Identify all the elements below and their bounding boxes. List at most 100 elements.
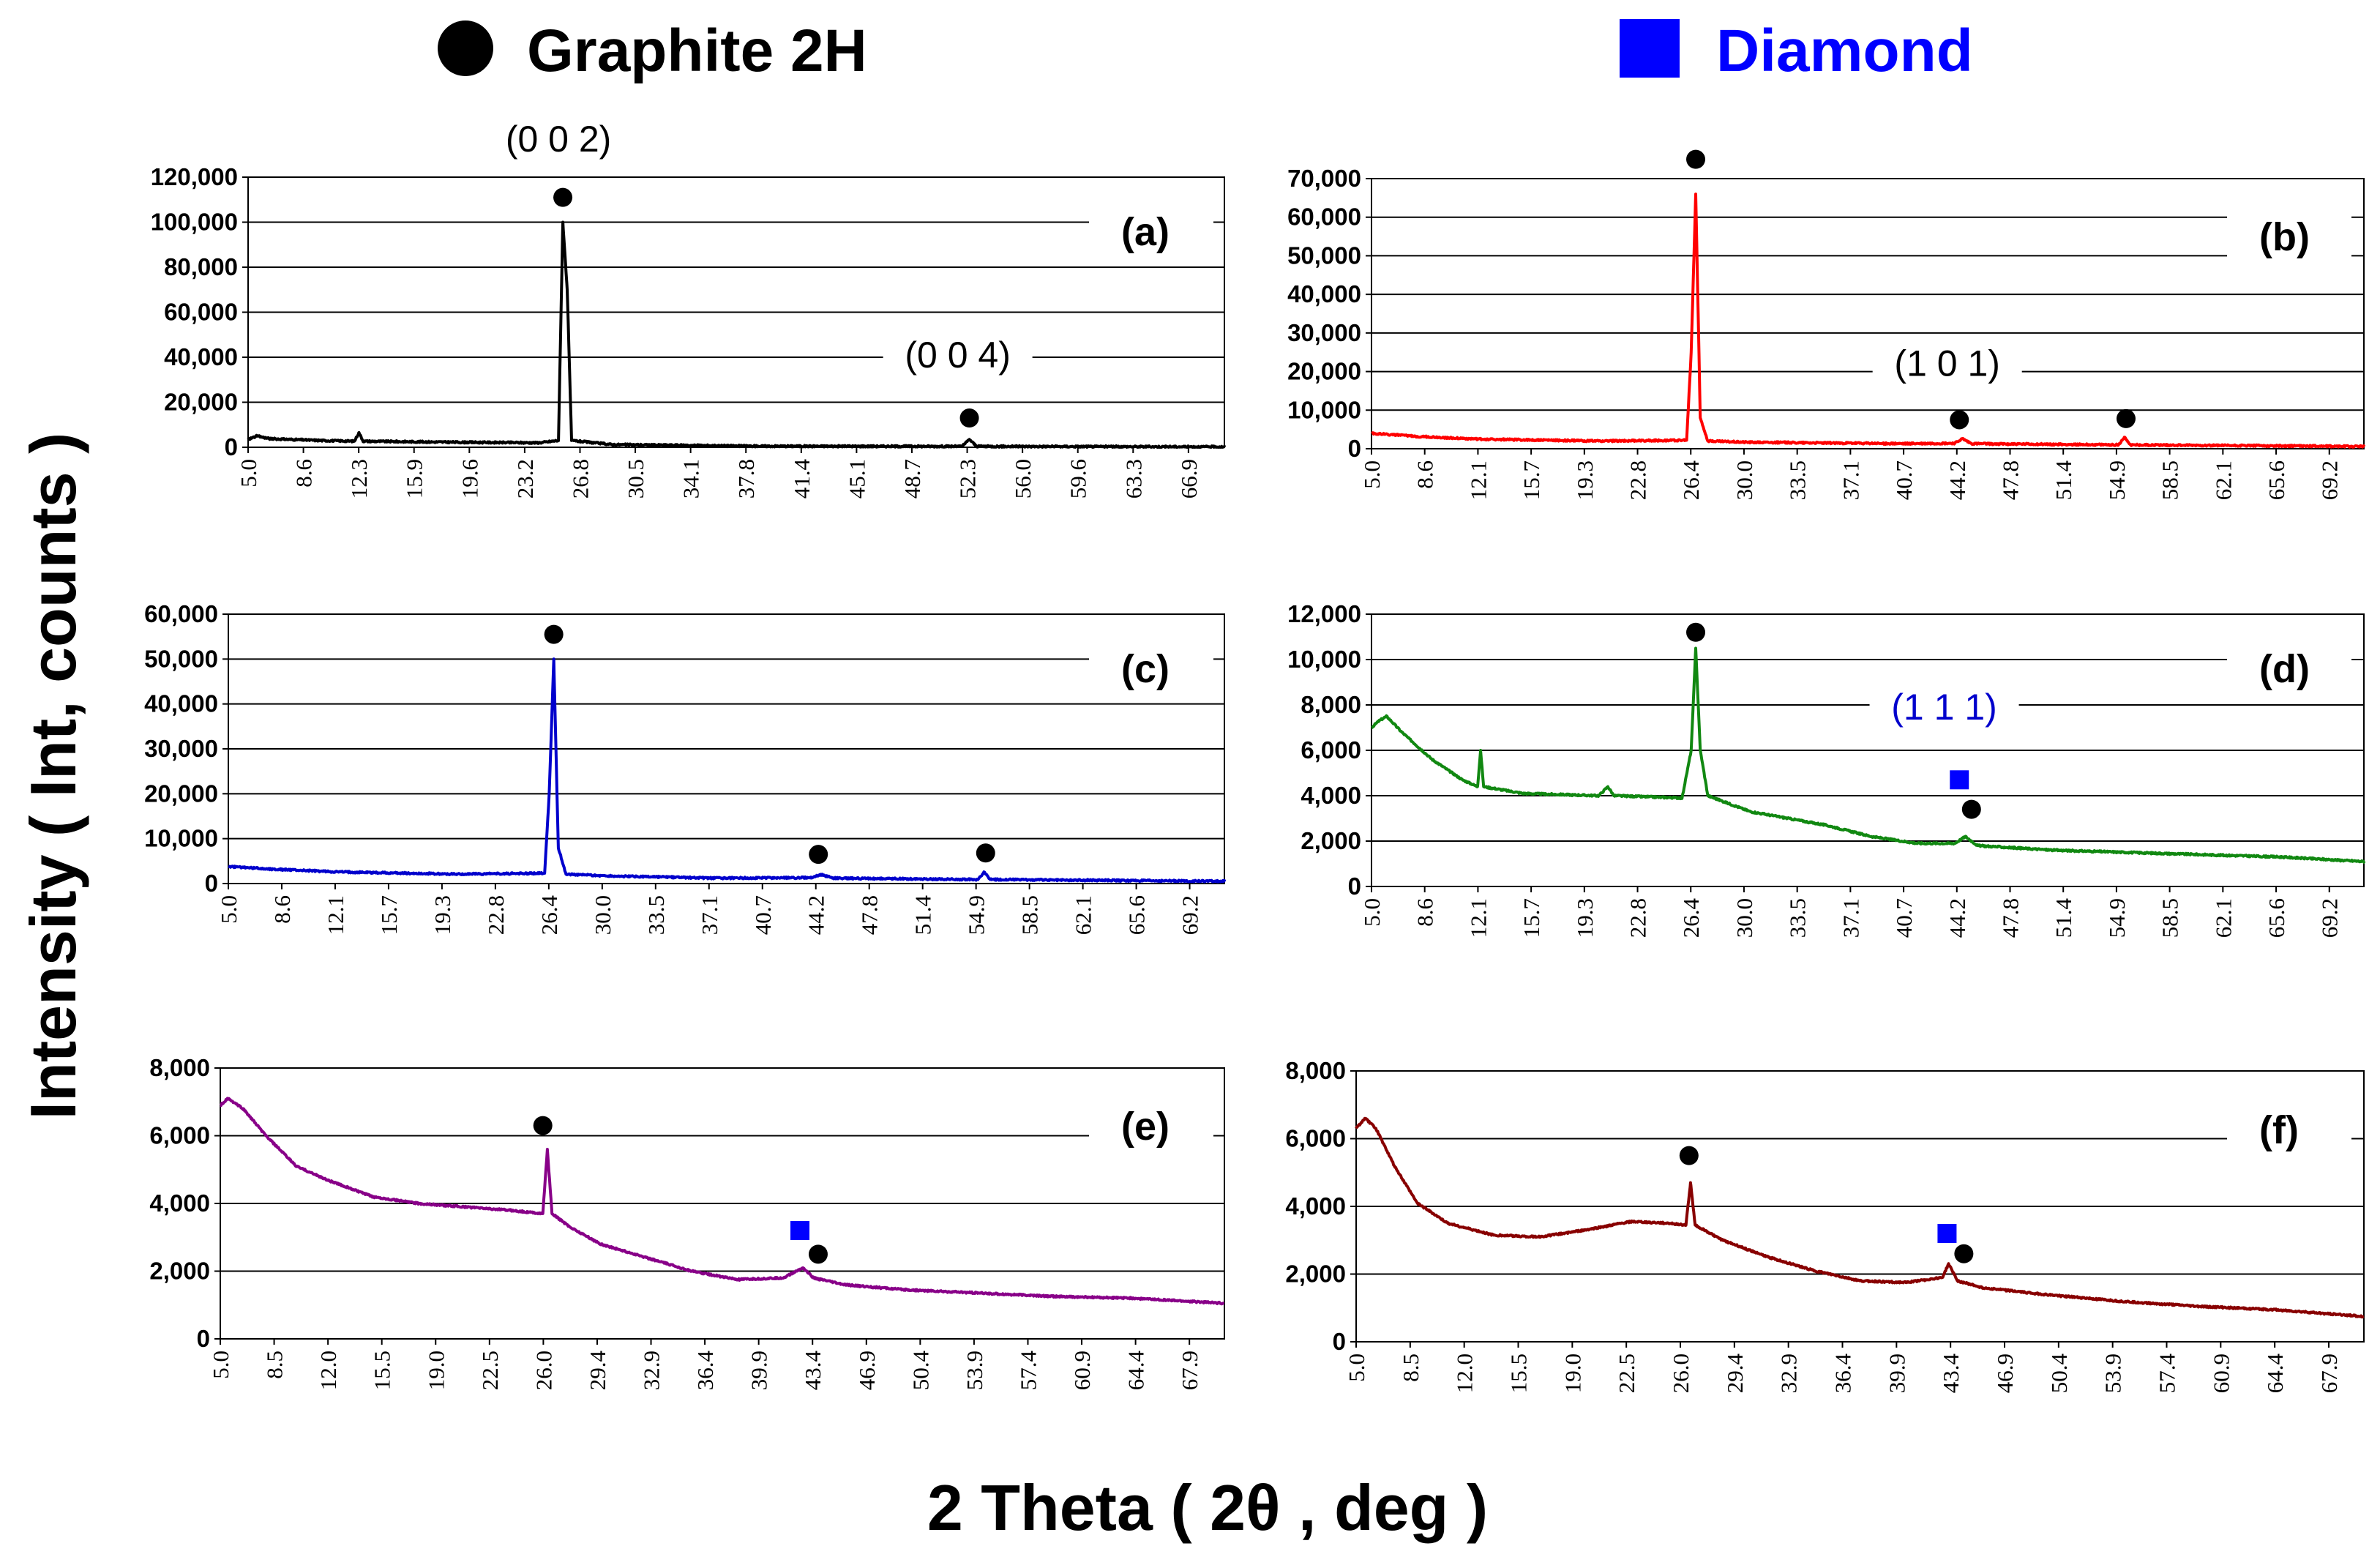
x-tick-label: 45.1	[844, 459, 869, 499]
peak-annotation: (0 0 2)	[506, 119, 612, 160]
x-tick-label: 8.5	[262, 1351, 288, 1379]
x-tick-label: 8.5	[1398, 1353, 1423, 1382]
y-tick-label: 120,000	[151, 163, 238, 190]
x-tick-label: 8.6	[291, 459, 317, 488]
x-tick-label: 19.3	[430, 895, 455, 935]
x-tick-label: 22.8	[1625, 898, 1651, 938]
x-tick-label: 52.3	[955, 459, 981, 499]
legend-graphite-marker	[438, 20, 493, 76]
y-tick-label: 60,000	[144, 600, 218, 627]
x-tick-label: 54.9	[964, 895, 989, 935]
x-tick-label: 54.9	[2104, 460, 2130, 500]
x-tick-label: 8.6	[1412, 898, 1438, 927]
graphite-peak-marker	[1686, 622, 1706, 642]
x-tick-label: 50.4	[2046, 1353, 2072, 1394]
y-tick-label: 20,000	[1287, 358, 1361, 385]
x-tick-label: 30.0	[590, 895, 615, 935]
x-tick-label: 59.6	[1066, 459, 1091, 499]
x-tick-label: 12.1	[1465, 460, 1491, 500]
panel-label-backing	[2227, 1108, 2351, 1157]
diamond-peak-marker	[790, 1221, 810, 1240]
panel-label-backing	[2227, 647, 2351, 695]
x-tick-label: 5.0	[236, 459, 261, 488]
legend-diamond-label: Diamond	[1716, 18, 1973, 84]
diamond-peak-marker	[1950, 770, 1969, 790]
y-tick-label: 100,000	[151, 209, 238, 236]
y-tick-label: 70,000	[1287, 165, 1361, 192]
x-tick-label: 5.0	[208, 1351, 233, 1379]
xrd-pattern-line	[228, 657, 1226, 884]
diamond-peak-marker	[1937, 1224, 1957, 1243]
y-tick-label: 0	[1348, 873, 1361, 900]
annotation-backing	[883, 329, 1033, 373]
x-tick-label: 12.1	[1465, 898, 1491, 938]
panel-label: (d)	[2259, 647, 2310, 691]
annotation-backing	[1869, 682, 2019, 726]
y-tick-label: 0	[197, 1325, 210, 1352]
y-tick-label: 6,000	[1301, 736, 1361, 763]
y-tick-label: 2,000	[149, 1258, 210, 1285]
x-tick-label: 12.3	[346, 459, 372, 499]
x-tick-label: 19.0	[423, 1351, 449, 1390]
x-tick-label: 69.2	[2317, 898, 2343, 938]
y-tick-label: 10,000	[144, 825, 218, 852]
x-tick-label: 22.5	[1614, 1353, 1639, 1393]
x-tick-label: 58.5	[1017, 895, 1043, 935]
xrd-pattern-line	[1371, 193, 2365, 449]
x-tick-label: 53.9	[2100, 1353, 2126, 1393]
x-tick-label: 34.1	[678, 459, 704, 499]
panel-label: (a)	[1121, 210, 1170, 254]
x-tick-label: 36.4	[692, 1351, 718, 1391]
y-tick-label: 8,000	[1285, 1057, 1346, 1084]
x-tick-label: 43.4	[800, 1351, 826, 1391]
panel-label-backing	[2227, 215, 2351, 264]
y-tick-label: 2,000	[1301, 827, 1361, 854]
x-tick-label: 26.4	[1678, 460, 1704, 501]
graphite-peak-marker	[1950, 410, 1969, 430]
x-tick-label: 58.5	[2158, 460, 2183, 500]
x-tick-label: 51.4	[910, 895, 936, 936]
peak-annotation: (1 1 1)	[1891, 687, 1997, 728]
panel-label-backing	[1089, 647, 1213, 695]
panels: 0 20,000 40,000 60,000 80,000 100,000 120,000 5…	[144, 119, 2365, 1394]
graphite-peak-marker	[533, 1116, 553, 1135]
graphite-peak-marker	[959, 408, 979, 428]
x-tick-label: 26.4	[536, 895, 562, 936]
x-tick-label: 30.5	[623, 459, 648, 499]
graphite-peak-marker	[1961, 799, 1981, 819]
peak-annotation: (0 0 4)	[905, 335, 1011, 376]
x-tick-label: 62.1	[1071, 895, 1096, 935]
y-tick-label: 30,000	[1287, 319, 1361, 346]
x-tick-label: 40.7	[750, 895, 776, 935]
x-tick-label: 50.4	[908, 1351, 933, 1391]
x-tick-label: 19.3	[1572, 460, 1598, 500]
annotation-backing	[1872, 337, 2022, 382]
x-tick-label: 5.0	[1359, 898, 1385, 927]
x-tick-label: 64.4	[1123, 1351, 1149, 1391]
x-tick-label: 47.8	[1997, 460, 2023, 500]
x-tick-label: 60.9	[1069, 1351, 1095, 1390]
y-tick-label: 20,000	[164, 389, 238, 416]
y-tick-label: 8,000	[149, 1054, 210, 1081]
x-tick-label: 15.7	[1519, 898, 1544, 938]
x-tick-label: 15.7	[1519, 460, 1544, 500]
y-tick-label: 10,000	[1287, 646, 1361, 673]
x-tick-label: 62.1	[2210, 898, 2236, 938]
x-tick-label: 39.9	[1884, 1353, 1909, 1393]
y-tick-label: 40,000	[1287, 280, 1361, 307]
x-tick-label: 44.2	[1945, 898, 1970, 938]
panel-label: (b)	[2259, 215, 2310, 259]
panel-a: 0 20,000 40,000 60,000 80,000 100,000 120,000 5…	[151, 119, 1226, 499]
y-axis-title: Intensity ( Int, counts )	[17, 433, 89, 1120]
xrd-pattern-line	[1355, 1116, 2365, 1319]
x-tick-label: 60.9	[2208, 1353, 2234, 1393]
x-tick-label: 19.6	[457, 459, 482, 499]
x-tick-label: 47.8	[857, 895, 883, 935]
panel-label: (f)	[2259, 1108, 2299, 1152]
legend: Graphite 2H Diamond	[438, 18, 1973, 84]
x-tick-label: 40.7	[1891, 460, 1917, 500]
plot-area	[1371, 178, 2365, 449]
x-tick-label: 19.3	[1572, 898, 1598, 938]
graphite-peak-marker	[976, 843, 995, 863]
x-tick-label: 22.8	[483, 895, 509, 935]
